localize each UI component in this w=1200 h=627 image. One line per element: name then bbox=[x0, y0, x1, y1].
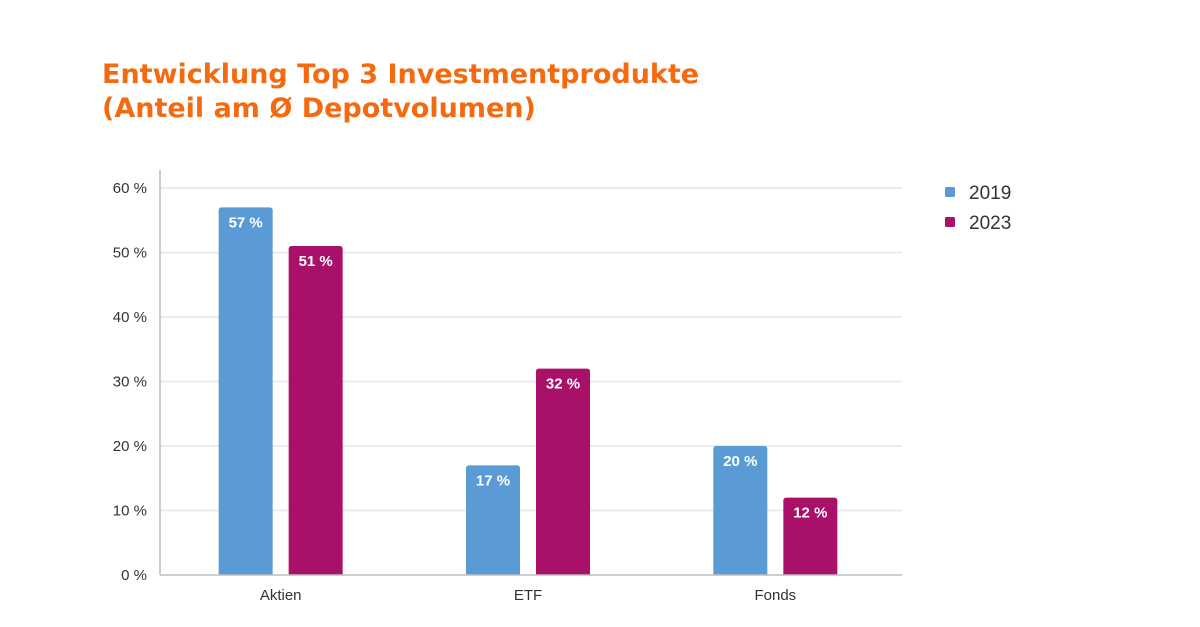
y-tick-label: 10 % bbox=[113, 503, 147, 520]
value-label: 32 % bbox=[546, 376, 580, 393]
legend-label: 2019 bbox=[969, 183, 1011, 204]
legend-swatch bbox=[945, 187, 955, 197]
bar-fonds-2019 bbox=[713, 446, 768, 575]
y-tick-label: 20 % bbox=[113, 438, 147, 455]
y-axis-ticks: 0 % 10 % 20 % 30 % 40 % 50 % 60 % bbox=[113, 180, 147, 584]
legend-swatch bbox=[945, 217, 955, 227]
x-category-label: ETF bbox=[514, 587, 542, 604]
chart-title-line-1: Entwicklung Top 3 Investmentprodukte bbox=[102, 59, 700, 90]
y-tick-label: 30 % bbox=[113, 374, 147, 391]
bar-fonds-2023 bbox=[783, 497, 838, 575]
x-category-label: Aktien bbox=[260, 587, 302, 604]
value-label: 12 % bbox=[793, 505, 827, 522]
grid-lines bbox=[160, 187, 902, 512]
value-label: 20 % bbox=[723, 453, 757, 470]
bar-etf-2019 bbox=[466, 465, 520, 575]
legend-label: 2023 bbox=[969, 213, 1011, 234]
legend: 2019 2023 bbox=[945, 183, 1011, 234]
y-tick-label: 50 % bbox=[113, 245, 147, 262]
value-label: 17 % bbox=[476, 472, 510, 489]
y-tick-label: 0 % bbox=[121, 567, 147, 584]
bars bbox=[218, 207, 838, 576]
value-labels: 57 % 51 % 17 % 32 % 20 % 12 % bbox=[229, 214, 828, 521]
y-tick-label: 60 % bbox=[113, 180, 147, 197]
x-category-label: Fonds bbox=[754, 587, 796, 604]
bar-etf-2023 bbox=[536, 368, 590, 575]
y-tick-label: 40 % bbox=[113, 309, 147, 326]
bar-aktien-2019 bbox=[218, 207, 273, 575]
chart-title-line-2: (Anteil am Ø Depotvolumen) bbox=[102, 93, 536, 124]
legend-item: 2023 bbox=[945, 213, 1011, 234]
value-label: 57 % bbox=[229, 214, 263, 231]
legend-item: 2019 bbox=[945, 183, 1011, 204]
chart-title: Entwicklung Top 3 Investmentprodukte (An… bbox=[102, 58, 699, 126]
bar-aktien-2023 bbox=[288, 246, 343, 576]
x-axis-categories: Aktien ETF Fonds bbox=[260, 587, 796, 604]
value-label: 51 % bbox=[299, 253, 333, 270]
